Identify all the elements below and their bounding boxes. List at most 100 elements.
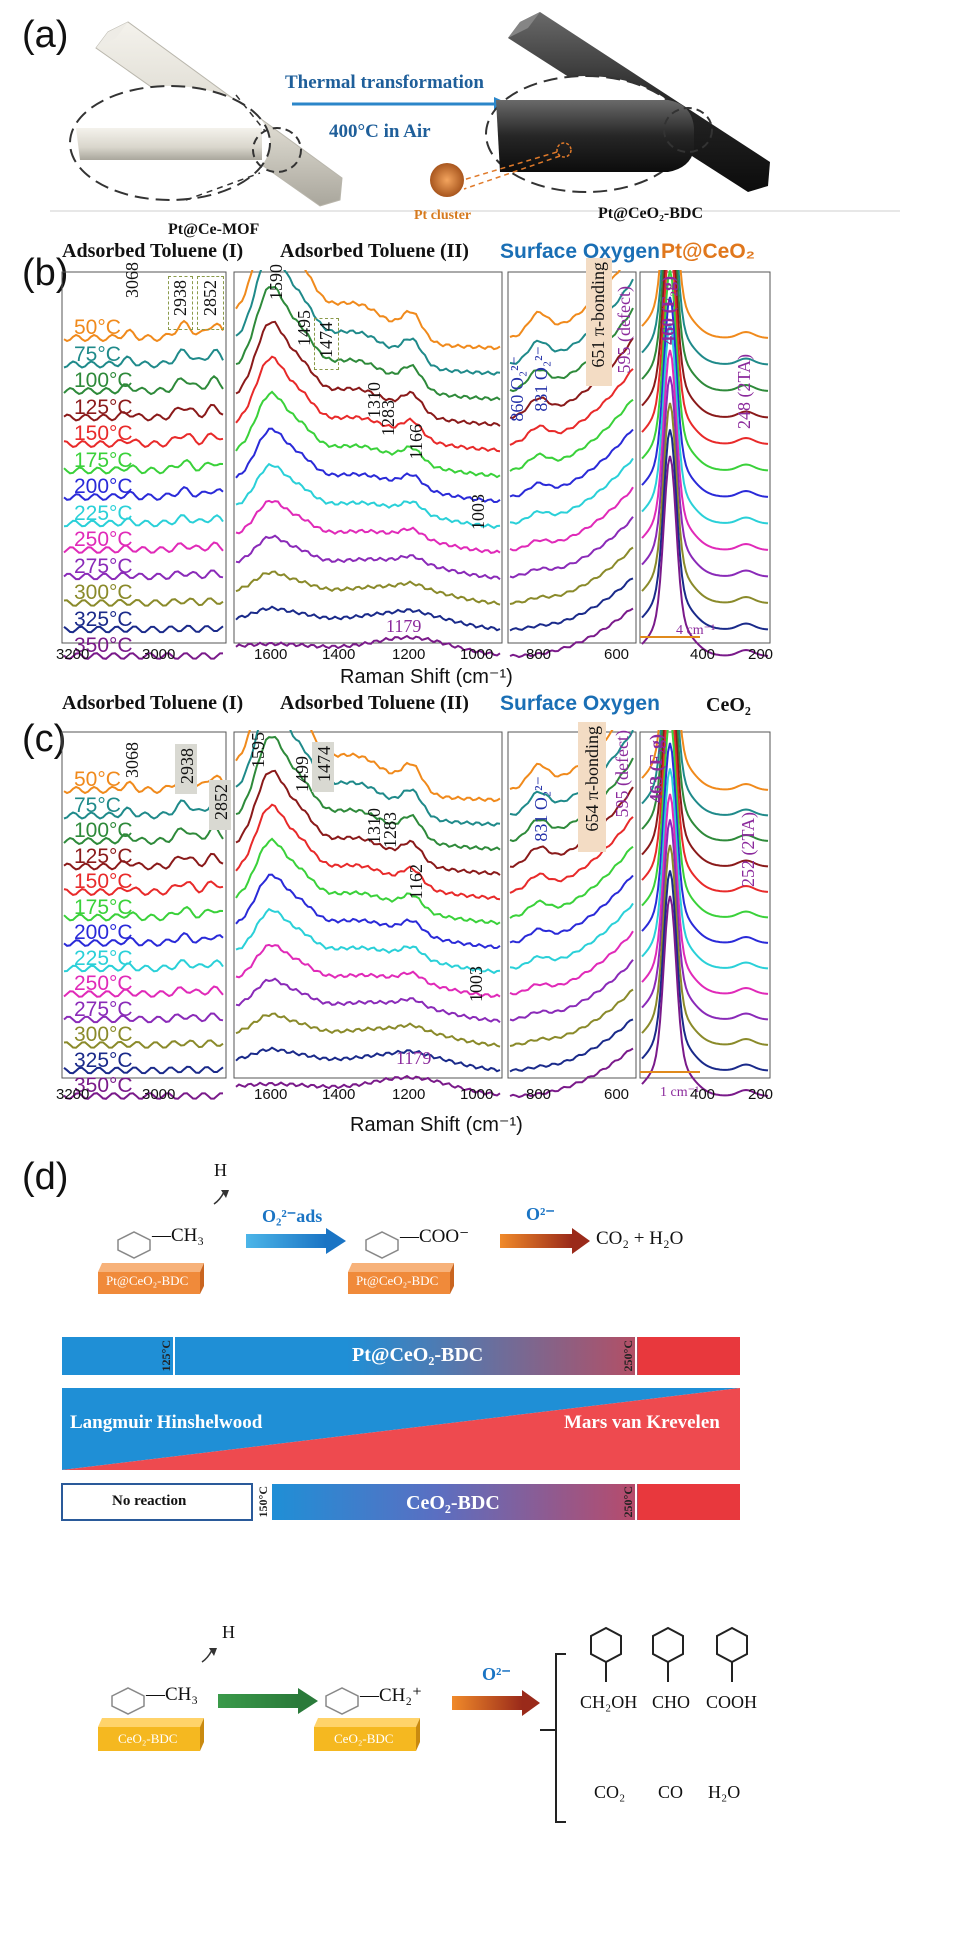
spectrum-trace-r1-8 (63, 541, 224, 554)
c-peak-654: 654 π-bonding (582, 726, 602, 832)
spectrum-trace-r1-12 (63, 1092, 223, 1100)
b-x-axis-title: Raman Shift (cm⁻¹) (340, 666, 513, 688)
c-tick-3000: 3000 (142, 1086, 176, 1103)
spectrum-trace-r3-1 (509, 730, 634, 816)
prod-6: H₂O (708, 1782, 741, 1802)
top-h: H (214, 1160, 227, 1180)
spectrum-trace-r1-3 (63, 852, 224, 871)
top-block-1: Pt@CeO₂-BDC (106, 1273, 189, 1288)
spectrum-trace-r4-7 (641, 323, 769, 525)
b-box-2938 (168, 276, 193, 330)
temp-label-panel_b-12: 350°C (74, 634, 133, 657)
bar2-t2: 250°C (621, 1486, 635, 1518)
right-caption: Pt@CeO₂-BDC (598, 205, 703, 222)
spectrum-trace-r1-5 (63, 905, 224, 922)
temp-label-panel_b-8: 250°C (74, 528, 133, 551)
spectrum-trace-r1-6 (63, 931, 224, 947)
temp-label-panel_b-10: 300°C (74, 581, 133, 604)
c-peak-2852: 2852 (211, 784, 231, 820)
spectrum-trace-r4-4 (641, 270, 769, 445)
b-tick-1000: 1000 (460, 646, 494, 663)
c-tick-800: 800 (526, 1086, 552, 1103)
spectrum-trace-r4-3 (641, 730, 769, 868)
spectrum-trace-r3-9 (509, 959, 634, 1022)
b-box-651 (586, 258, 612, 386)
c-header-3: Surface Oxygen (500, 692, 660, 715)
temp-label-panel_c-3: 125°C (74, 844, 133, 868)
bar1-text: Pt@CeO₂-BDC (352, 1344, 484, 1366)
c-peak-1179: 1179 (396, 1048, 432, 1068)
spectrum-trace-r1-11 (63, 624, 224, 634)
bar2-t1: 150°C (256, 1486, 270, 1518)
cluster-caption: Pt cluster (414, 208, 472, 223)
spectrum-trace-r4-10 (641, 402, 769, 604)
b-box-1474 (314, 318, 339, 370)
b-tick-1600: 1600 (254, 646, 288, 663)
c-peak-595: 595 (defect) (612, 730, 632, 818)
spectrum-trace-r4-5 (641, 730, 769, 919)
spectrum-trace-r2-9 (235, 534, 501, 581)
spectrum-trace-r3-1 (509, 278, 634, 365)
spectrum-trace-r1-4 (63, 432, 224, 449)
temp-label-panel_c-4: 150°C (74, 870, 133, 893)
temp-label-panel_c-5: 175°C (74, 895, 133, 919)
bot-ch3: —CH₃ (146, 1684, 199, 1705)
spectrum-trace-r3-2 (509, 307, 634, 393)
temp-label-panel_c-10: 300°C (74, 1023, 133, 1046)
temp-label-panel_c-0: 50°C (74, 768, 121, 791)
spectrum-trace-r2-6 (235, 873, 501, 950)
spectrum-trace-r3-3 (509, 337, 634, 419)
temp-label-panel_c-1: 75°C (74, 793, 121, 817)
spectrum-trace-r4-9 (641, 376, 769, 578)
c-tick-1400: 1400 (322, 1086, 356, 1103)
bar1-t2: 250°C (621, 1340, 635, 1372)
spectrum-trace-r4-12 (641, 455, 769, 657)
spectrum-trace-r2-8 (235, 499, 501, 554)
spectrum-trace-r4-11 (641, 870, 769, 1072)
c-tick-1200: 1200 (392, 1086, 426, 1103)
spectrum-trace-r4-8 (641, 793, 769, 995)
temp-label-panel_b-0: 50°C (74, 316, 121, 339)
spectrum-trace-r3-3 (509, 786, 634, 868)
temp-label-panel_b-3: 125°C (74, 395, 133, 419)
arrow-label-3: O²⁻ (482, 1664, 511, 1684)
temp-label-panel_b-2: 100°C (74, 369, 133, 392)
c-tick-1000: 1000 (460, 1086, 494, 1103)
spectrum-trace-r1-1 (63, 799, 224, 820)
temp-label-panel_b-11: 325°C (74, 607, 133, 631)
spectrum-frame-1 (233, 271, 503, 644)
c-tick-600: 600 (604, 1086, 630, 1103)
spectrum-trace-r2-2 (235, 285, 501, 402)
b-shift: 4 cm⁻¹ (676, 623, 716, 638)
temp-label-panel_b-5: 175°C (74, 448, 133, 472)
spectrum-frame-3 (639, 731, 771, 1079)
spectrum-trace-r4-6 (641, 742, 769, 944)
temp-label-panel_b-6: 200°C (74, 475, 133, 498)
bar2-noreact: No reaction (112, 1493, 187, 1509)
b-tick-3000: 3000 (142, 646, 176, 663)
spectrum-trace-r1-6 (63, 485, 224, 501)
arrow-text-2: 400°C in Air (329, 121, 431, 142)
spectrum-trace-r3-2 (509, 757, 634, 843)
bar2-text: CeO₂-BDC (406, 1492, 500, 1514)
spectrum-trace-r4-10 (641, 844, 769, 1046)
b-peak-3068: 3068 (122, 262, 142, 298)
spectrum-trace-r3-8 (509, 930, 634, 996)
left-caption: Pt@Ce-MOF (168, 221, 260, 238)
prod-1: CH₂OH (580, 1692, 638, 1712)
top-products: CO₂ + H₂O (596, 1228, 684, 1249)
b-peak-2938: 2938 (170, 280, 190, 316)
b-header-1: Adsorbed Toluene (I) (62, 240, 244, 262)
prod-2: CHO (652, 1692, 691, 1712)
bot-block-1: CeO₂-BDC (118, 1731, 178, 1746)
spectrum-trace-r3-11 (509, 1018, 634, 1073)
c-header-4: CeO₂ (706, 694, 751, 716)
c-tick-400: 400 (690, 1086, 716, 1103)
spectrum-trace-r2-9 (235, 977, 501, 1024)
spectrum-frame-2 (507, 731, 637, 1079)
c-header-2: Adsorbed Toluene (II) (280, 692, 469, 714)
spectrum-trace-r2-5 (235, 837, 501, 926)
spectrum-trace-r2-1 (235, 730, 501, 827)
spectrum-trace-r2-11 (235, 1046, 501, 1073)
spectrum-trace-r4-1 (641, 730, 769, 817)
